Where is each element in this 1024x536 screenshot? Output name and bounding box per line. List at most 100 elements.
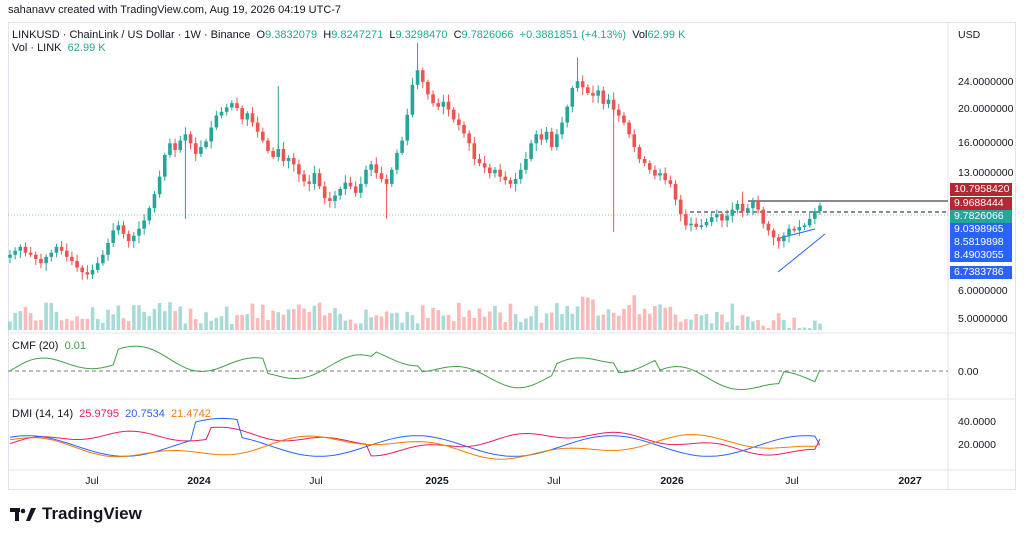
price-tag-level: 9.9688444 <box>950 197 1012 210</box>
candle-body <box>389 169 394 184</box>
volume-bar <box>782 320 786 330</box>
volume-bar <box>678 321 683 330</box>
candle-body <box>157 176 162 195</box>
volume-bar <box>560 313 564 330</box>
candle-body <box>224 107 229 112</box>
volume-bar <box>802 327 807 330</box>
volume-bar <box>457 302 461 330</box>
volume-bar <box>591 299 595 330</box>
volume-bar <box>627 305 631 330</box>
candle-body <box>147 208 152 221</box>
volume-bar <box>575 306 580 330</box>
candle-body <box>699 225 704 228</box>
volume-bar <box>389 313 394 330</box>
volume-bar <box>333 308 337 330</box>
candle-body <box>678 199 683 215</box>
candle-body <box>782 235 786 242</box>
volume-bar <box>436 310 441 330</box>
volume-bar <box>415 323 420 330</box>
volume-bar <box>374 315 379 330</box>
candle-body <box>771 230 776 238</box>
candle-body <box>715 214 719 218</box>
volume-bar <box>121 318 126 330</box>
volume-bar <box>539 322 544 330</box>
candle-body <box>575 81 580 88</box>
volume-bar <box>622 308 626 330</box>
candle-body <box>513 179 518 184</box>
volume-bar <box>792 317 797 330</box>
candle-body <box>173 143 177 150</box>
volume-bar <box>230 323 234 330</box>
volume-bar <box>85 318 90 330</box>
volume-bar <box>570 313 575 330</box>
attribution: sahanavv created with TradingView.com, A… <box>8 4 342 16</box>
candle-body <box>420 70 425 82</box>
candle-body <box>178 140 183 150</box>
candle-body <box>653 169 657 176</box>
volume-bar <box>250 303 255 330</box>
volume-bar <box>106 309 110 330</box>
candle-body <box>276 148 281 157</box>
volume-bar <box>751 321 755 330</box>
time-axis-label: 2025 <box>425 475 449 487</box>
candle-body <box>410 84 415 115</box>
volume-bar <box>64 318 69 330</box>
volume-bar <box>168 302 172 330</box>
volume-bar <box>199 323 203 330</box>
volume-bar <box>709 323 714 330</box>
candle-body <box>245 113 250 120</box>
volume-bar <box>54 311 59 330</box>
volume-bar <box>745 316 750 330</box>
volume-bar <box>740 314 745 330</box>
volume-bar <box>761 325 766 330</box>
candle-body <box>199 147 203 154</box>
volume-bar <box>126 321 131 330</box>
volume-bar <box>348 319 353 330</box>
candle-body <box>756 200 760 210</box>
volume-bar <box>173 311 177 330</box>
volume-bar <box>204 312 208 330</box>
candle-body <box>204 141 208 148</box>
volume-bar <box>379 316 384 330</box>
volume-bar <box>255 318 260 330</box>
candle-body <box>745 208 750 212</box>
volume-bar <box>322 315 327 330</box>
volume-bar <box>776 313 781 330</box>
volume-bar <box>95 319 100 330</box>
candle-body <box>508 180 513 184</box>
candle-body <box>302 174 306 182</box>
volume-bar <box>549 312 554 330</box>
cmf-series <box>9 345 821 391</box>
price-tag-triangle: 6.7383786 <box>950 266 1012 279</box>
candle-body <box>586 87 590 94</box>
volume-bar <box>338 313 342 330</box>
candle-body <box>611 99 616 110</box>
candle-body <box>761 209 766 224</box>
volume-bar <box>70 320 74 330</box>
candle-body <box>570 87 575 107</box>
volume-bar <box>658 304 662 330</box>
candle-body <box>328 198 332 201</box>
volume-bar <box>353 323 358 330</box>
volume-value: 62.99 K <box>647 29 686 41</box>
candle-body <box>663 173 668 181</box>
cmf-line <box>9 345 821 391</box>
candle-body <box>544 131 549 140</box>
brand-name: TradingView <box>42 504 142 523</box>
candle-body <box>477 158 482 164</box>
candle-body <box>59 246 64 251</box>
candle-body <box>720 214 724 221</box>
tradingview-logo[interactable]: TradingView <box>10 504 142 524</box>
candle-body <box>111 230 115 244</box>
volume-bar <box>307 312 312 330</box>
volume-bar <box>369 317 373 330</box>
volume-bar <box>647 313 652 330</box>
volume-bar <box>359 323 363 330</box>
candle-body <box>792 228 797 231</box>
dmi-adx-line <box>9 434 821 460</box>
candle-body <box>446 101 451 110</box>
volume-bar <box>111 314 115 330</box>
volume-bars <box>8 295 822 330</box>
volume-bar <box>513 314 518 330</box>
